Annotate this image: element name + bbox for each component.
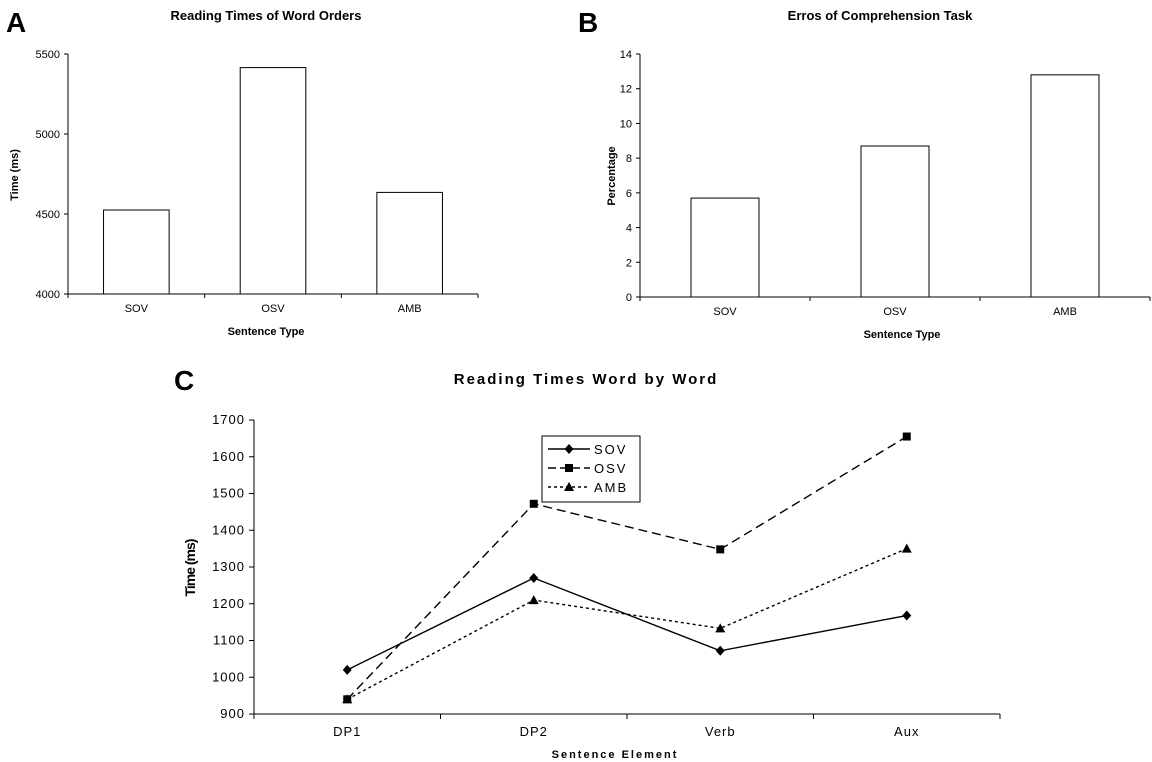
panel-c-legend-label-amb: AMB — [594, 480, 628, 495]
panel-a-title: Reading Times of Word Orders — [171, 8, 362, 23]
panel-c-y-tick-label: 1000 — [212, 669, 245, 684]
panel-c-legend-label-osv: OSV — [594, 461, 627, 476]
panel-b-x-axis-label: Sentence Type — [864, 329, 941, 341]
panel-c-letter: C — [174, 365, 194, 396]
panel-a-y-tick-label: 4500 — [36, 209, 60, 221]
panel-b-bar-amb — [1030, 74, 1100, 298]
panel-b-letter: B — [578, 7, 598, 38]
panel-c-point-sov — [342, 664, 352, 675]
panel-a-x-tick-label: OSV — [261, 303, 285, 315]
panel-c-series-line-amb — [346, 547, 908, 700]
panel-a-bar-osv — [239, 67, 307, 295]
panel-a-y-axis-label: Time (ms) — [9, 149, 21, 201]
panel-c-legend-entry-sov: SOV — [548, 442, 627, 457]
panel-c-title: Reading Times Word by Word — [454, 371, 719, 388]
panel-c-point-sov — [715, 645, 725, 656]
panel-c-point-osv — [529, 499, 538, 508]
panel-b-y-tick-label: 4 — [626, 223, 632, 235]
panel-c-x-tick-label: DP1 — [333, 724, 361, 739]
panel-c-point-sov — [902, 610, 912, 621]
panel-b-y-tick-label: 6 — [626, 188, 632, 200]
panel-b-x-tick-label: AMB — [1053, 306, 1077, 318]
panel-b-bar-chart: B Erros of Comprehension Task Sentence T… — [578, 7, 1151, 341]
panel-b-bar-osv — [860, 145, 930, 298]
panel-b-bar-sov — [690, 197, 760, 298]
panel-c-point-amb — [528, 595, 539, 605]
panel-c-series-line-sov — [346, 577, 907, 671]
panel-a-x-tick-label: SOV — [125, 303, 149, 315]
panel-b-plot-area: 0 2 4 6 8 10 12 14 SOV OSV AMB — [620, 49, 1151, 318]
panel-a-bar-chart: A Reading Times of Word Orders Sentence … — [6, 7, 479, 338]
panel-c-series-line-osv — [346, 435, 908, 700]
panel-c-x-axis-label: Sentence Element — [552, 749, 679, 761]
panel-a-bar-sov — [103, 209, 170, 295]
panel-a-y-tick-label: 5500 — [36, 49, 60, 61]
panel-c-line-chart: C Reading Times Word by Word Sentence El… — [174, 365, 1001, 761]
panel-c-x-tick-label: Verb — [705, 724, 736, 739]
panel-c-point-amb — [342, 694, 353, 704]
panel-b-x-tick-label: SOV — [713, 306, 737, 318]
panel-c-legend-entry-osv: OSV — [548, 461, 627, 476]
panel-c-y-tick-label: 1500 — [212, 486, 245, 501]
panel-b-y-tick-label: 14 — [620, 49, 632, 61]
panel-c-legend-entry-amb: AMB — [548, 480, 628, 495]
panel-b-y-tick-label: 8 — [626, 153, 632, 165]
panel-b-y-axis-label: Percentage — [606, 146, 618, 205]
panel-c-point-sov — [529, 573, 539, 584]
panel-b-y-tick-label: 12 — [620, 84, 632, 96]
panel-c-y-tick-label: 900 — [220, 706, 245, 721]
panel-a-letter: A — [6, 7, 26, 38]
panel-b-title: Erros of Comprehension Task — [788, 8, 973, 23]
panel-c-x-tick-label: Aux — [894, 724, 919, 739]
panel-c-y-tick-label: 1400 — [212, 522, 245, 537]
panel-b-y-tick-label: 0 — [626, 292, 632, 304]
panel-a-plot-area: 4000 4500 5000 5500 SOV OSV AMB — [36, 49, 479, 315]
panel-c-point-amb — [715, 623, 726, 633]
panel-c-x-tick-label: DP2 — [520, 724, 548, 739]
panel-c-y-tick-label: 1100 — [213, 633, 245, 648]
panel-c-legend-label-sov: SOV — [594, 442, 627, 457]
panel-c-point-osv — [902, 432, 911, 441]
panel-c-legend-marker-sov — [564, 444, 574, 454]
panel-c-point-amb — [901, 543, 912, 553]
panel-c-y-tick-label: 1600 — [212, 449, 245, 464]
panel-c-plot-area: 900 1000 1100 1200 1300 1400 1500 1600 1700 DP1 DP… — [212, 412, 1001, 739]
panel-b-y-tick-label: 2 — [626, 257, 632, 269]
panel-c-legend-marker-amb — [564, 482, 574, 491]
panel-a-y-tick-label: 5000 — [36, 129, 60, 141]
panel-b-y-tick-label: 10 — [620, 118, 632, 130]
panel-c-point-osv — [716, 545, 725, 554]
panel-c-legend-box — [541, 435, 641, 503]
panel-a-x-axis-label: Sentence Type — [228, 326, 305, 338]
panel-a-x-tick-label: AMB — [398, 303, 422, 315]
panel-b-x-tick-label: OSV — [883, 306, 907, 318]
panel-c-y-axis-label: Time (ms) — [182, 539, 198, 596]
panel-c-series-sov — [342, 573, 912, 675]
panel-c-legend-marker-osv — [565, 464, 573, 472]
panel-a-y-tick-label: 4000 — [36, 289, 60, 301]
panel-c-y-tick-label: 1700 — [212, 412, 245, 427]
panel-c-series-amb — [342, 543, 912, 704]
panel-a-bar-amb — [376, 191, 443, 295]
panel-c-y-tick-label: 1200 — [212, 596, 245, 611]
panel-c-y-tick-label: 1300 — [212, 559, 245, 574]
panel-c-legend: SOV OSV AMB — [541, 435, 641, 503]
